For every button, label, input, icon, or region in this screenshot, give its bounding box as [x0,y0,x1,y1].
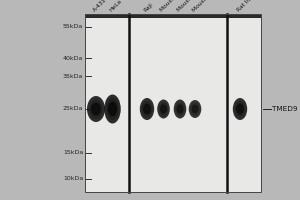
Ellipse shape [160,104,167,114]
Ellipse shape [140,98,154,120]
Ellipse shape [162,106,165,112]
Bar [85,14,261,192]
Ellipse shape [174,99,186,118]
Ellipse shape [157,99,170,118]
Text: Raji: Raji [142,2,154,13]
Ellipse shape [110,105,115,113]
Ellipse shape [160,104,167,114]
Text: A-431: A-431 [92,0,107,13]
Ellipse shape [87,96,105,122]
Ellipse shape [143,104,151,114]
Ellipse shape [91,102,101,116]
Ellipse shape [108,102,117,116]
Ellipse shape [236,104,244,114]
Ellipse shape [106,98,119,120]
Ellipse shape [190,102,200,116]
Ellipse shape [89,99,103,119]
Text: Mouse lung: Mouse lung [191,0,219,13]
Ellipse shape [236,104,244,114]
Ellipse shape [238,106,242,112]
Ellipse shape [176,104,184,114]
Text: Mouse liver: Mouse liver [159,0,187,13]
Ellipse shape [145,106,149,112]
Ellipse shape [178,106,182,112]
Ellipse shape [108,102,117,116]
Text: Mouse brain: Mouse brain [176,0,205,13]
Ellipse shape [92,102,100,116]
Text: 55kDa: 55kDa [63,24,83,29]
Text: TMED9: TMED9 [272,106,297,112]
Text: 25kDa: 25kDa [63,106,83,112]
Ellipse shape [142,101,152,117]
Text: Rat liver: Rat liver [236,0,257,13]
Text: 10kDa: 10kDa [63,176,83,182]
Ellipse shape [175,102,185,116]
Ellipse shape [159,102,168,116]
Ellipse shape [192,104,198,114]
Ellipse shape [189,100,201,118]
Ellipse shape [93,105,99,113]
Ellipse shape [235,101,245,117]
Text: 40kDa: 40kDa [63,55,83,60]
Ellipse shape [143,104,151,114]
Ellipse shape [104,95,121,123]
Ellipse shape [233,98,247,120]
Ellipse shape [193,106,197,112]
Text: 35kDa: 35kDa [63,73,83,78]
Text: HeLa: HeLa [109,0,123,13]
Ellipse shape [191,104,199,114]
Bar [85,14,261,192]
Ellipse shape [177,104,183,114]
Bar [85,14,261,18]
Text: 15kDa: 15kDa [63,150,83,156]
